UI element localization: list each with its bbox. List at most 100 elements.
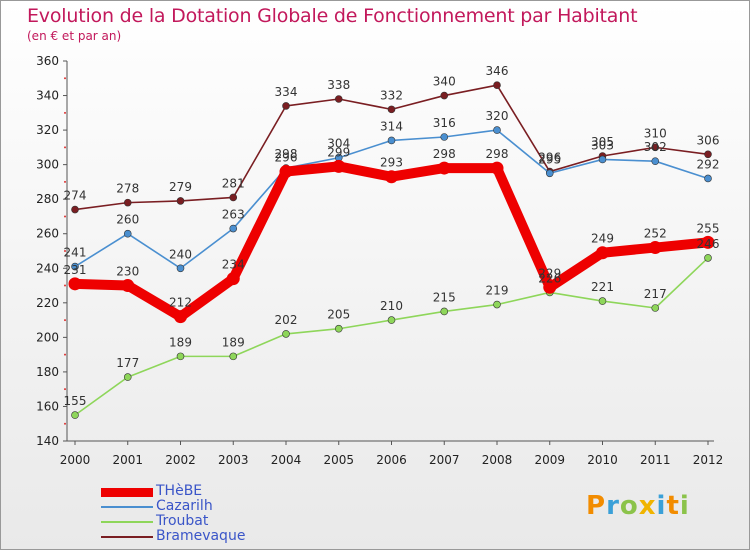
y-tick-label: 240 [36,261,59,275]
data-label-troubat: 189 [222,335,245,349]
x-tick-label: 2001 [112,453,143,467]
data-label-troubat: 215 [433,290,456,304]
data-point-bramevaque [440,91,449,100]
data-point-cazarilh [545,169,554,178]
data-point-th-be [332,159,346,173]
data-point-bramevaque [123,198,132,207]
data-point-th-be [226,272,240,286]
y-tick-label: 320 [36,123,59,137]
data-point-troubat [440,307,449,316]
data-point-troubat [123,373,132,381]
data-point-th-be [437,161,451,175]
logo-letter: x [638,491,657,521]
y-tick-label: 300 [36,158,59,172]
data-point-th-be [596,246,609,260]
logo-letter: o [619,491,639,521]
logo-letter: i [656,491,667,521]
y-minor-tick [64,146,66,149]
chart-title: Evolution de la Dotation Globale de Fonc… [27,5,638,27]
data-label-cazarilh: 241 [64,246,87,260]
data-point-th-be [385,170,398,184]
data-label-bramevaque: 281 [222,176,245,190]
data-label-troubat: 221 [591,280,614,294]
data-label-troubat: 246 [697,237,720,251]
data-label-th-be: 296 [275,151,298,165]
data-point-troubat [176,352,185,361]
y-minor-tick [64,215,66,218]
y-tick-label: 260 [36,227,59,241]
data-label-cazarilh: 260 [116,213,139,227]
data-label-th-be: 229 [538,266,561,280]
data-label-troubat: 155 [64,394,87,408]
data-label-cazarilh: 302 [644,140,667,154]
data-label-bramevaque: 296 [538,151,561,165]
data-point-th-be [68,277,82,291]
data-label-bramevaque: 338 [327,78,350,92]
data-label-troubat: 189 [169,335,192,349]
data-label-th-be: 230 [116,265,139,279]
logo-letter: r [606,491,620,521]
data-label-bramevaque: 346 [486,64,509,78]
data-point-bramevaque [387,105,396,114]
data-point-cazarilh [387,136,396,145]
data-label-th-be: 234 [222,258,245,272]
data-point-troubat [229,352,238,361]
proxiti-logo: Proxiti [586,491,690,521]
data-point-th-be [121,279,135,293]
data-label-cazarilh: 316 [433,116,456,130]
logo-letter: t [666,491,680,521]
data-label-troubat: 205 [327,308,350,322]
data-point-troubat [651,304,660,312]
data-label-cazarilh: 314 [380,119,403,133]
x-tick-label: 2008 [482,453,513,467]
legend-swatch-cazarilh [101,506,153,508]
data-label-cazarilh: 320 [486,109,509,123]
chart-subtitle: (en € et par an) [27,29,122,43]
y-tick-label: 200 [36,330,59,344]
legend-label-bramevaque: Bramevaque [156,528,246,544]
data-label-bramevaque: 278 [116,182,139,196]
data-point-troubat [282,330,290,338]
data-label-cazarilh: 303 [591,138,614,152]
legend-swatch-bramevaque [101,536,153,538]
y-tick-label: 220 [36,296,59,310]
data-label-cazarilh: 240 [169,247,192,261]
data-point-cazarilh [440,133,449,141]
legend-label-cazarilh: Cazarilh [156,498,213,514]
y-tick-label: 160 [36,399,59,413]
y-tick-label: 140 [36,434,59,448]
x-tick-label: 2009 [534,453,565,467]
data-label-troubat: 210 [380,299,403,313]
data-point-th-be [490,161,504,175]
data-label-cazarilh: 304 [327,137,350,151]
data-label-th-be: 212 [169,296,192,310]
x-tick-label: 2007 [429,453,460,467]
data-point-th-be [543,280,557,294]
data-point-th-be [279,165,293,179]
data-label-bramevaque: 305 [591,135,614,149]
data-point-cazarilh [71,262,79,271]
data-label-troubat: 219 [486,284,509,298]
y-minor-tick [64,180,66,183]
data-label-th-be: 293 [380,156,403,170]
data-point-troubat [71,411,79,419]
data-label-bramevaque: 274 [64,189,87,203]
data-point-cazarilh [651,157,660,165]
legend-swatch-th-be [101,487,153,497]
data-label-th-be: 298 [486,147,509,161]
y-tick-label: 340 [36,89,59,103]
data-point-bramevaque [229,193,238,202]
data-label-troubat: 226 [538,271,561,285]
x-tick-label: 2012 [693,453,724,467]
data-point-troubat [704,254,712,262]
legend-label-th-be: THèBE [156,483,203,499]
data-point-bramevaque [334,95,343,103]
data-label-troubat: 202 [275,313,298,327]
y-minor-tick [64,284,66,287]
data-point-bramevaque [71,205,79,214]
y-minor-tick [64,77,66,80]
data-point-troubat [334,324,343,333]
data-label-troubat: 217 [644,287,667,301]
x-tick-label: 2010 [587,453,618,467]
data-point-bramevaque [704,150,712,159]
